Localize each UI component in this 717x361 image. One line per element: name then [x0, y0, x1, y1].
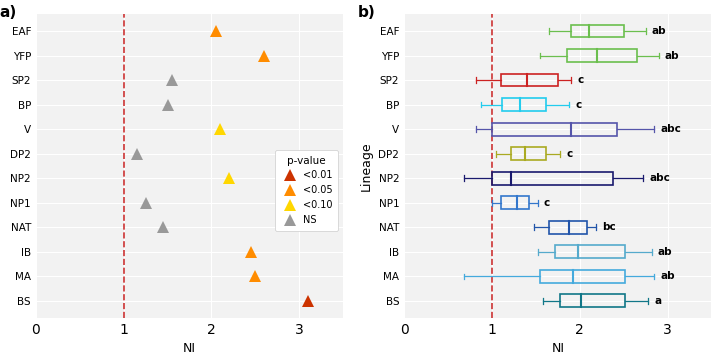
- Bar: [500, 74, 558, 87]
- Bar: [566, 49, 637, 62]
- Bar: [492, 123, 617, 135]
- Text: ab: ab: [660, 271, 675, 281]
- Text: abc: abc: [660, 124, 681, 134]
- Text: bc: bc: [602, 222, 615, 232]
- Bar: [561, 295, 625, 307]
- Text: c: c: [575, 100, 581, 110]
- X-axis label: NI: NI: [183, 343, 196, 356]
- Bar: [555, 245, 625, 258]
- Text: abc: abc: [649, 173, 670, 183]
- Text: a: a: [655, 296, 662, 306]
- Text: ab: ab: [658, 247, 673, 257]
- Y-axis label: Lineage: Lineage: [360, 141, 373, 191]
- Bar: [511, 147, 546, 160]
- Text: c: c: [543, 198, 550, 208]
- Bar: [571, 25, 624, 38]
- Bar: [500, 196, 529, 209]
- Bar: [540, 270, 625, 283]
- Text: b): b): [358, 5, 376, 20]
- Bar: [503, 98, 546, 111]
- Text: ab: ab: [665, 51, 680, 61]
- Text: c: c: [577, 75, 584, 85]
- Text: a): a): [0, 5, 16, 20]
- Legend: <0.01, <0.05, <0.10, NS: <0.01, <0.05, <0.10, NS: [275, 150, 338, 231]
- Bar: [549, 221, 587, 234]
- Bar: [492, 172, 613, 184]
- Text: c: c: [566, 149, 573, 159]
- X-axis label: NI: NI: [551, 343, 564, 356]
- Text: ab: ab: [652, 26, 666, 36]
